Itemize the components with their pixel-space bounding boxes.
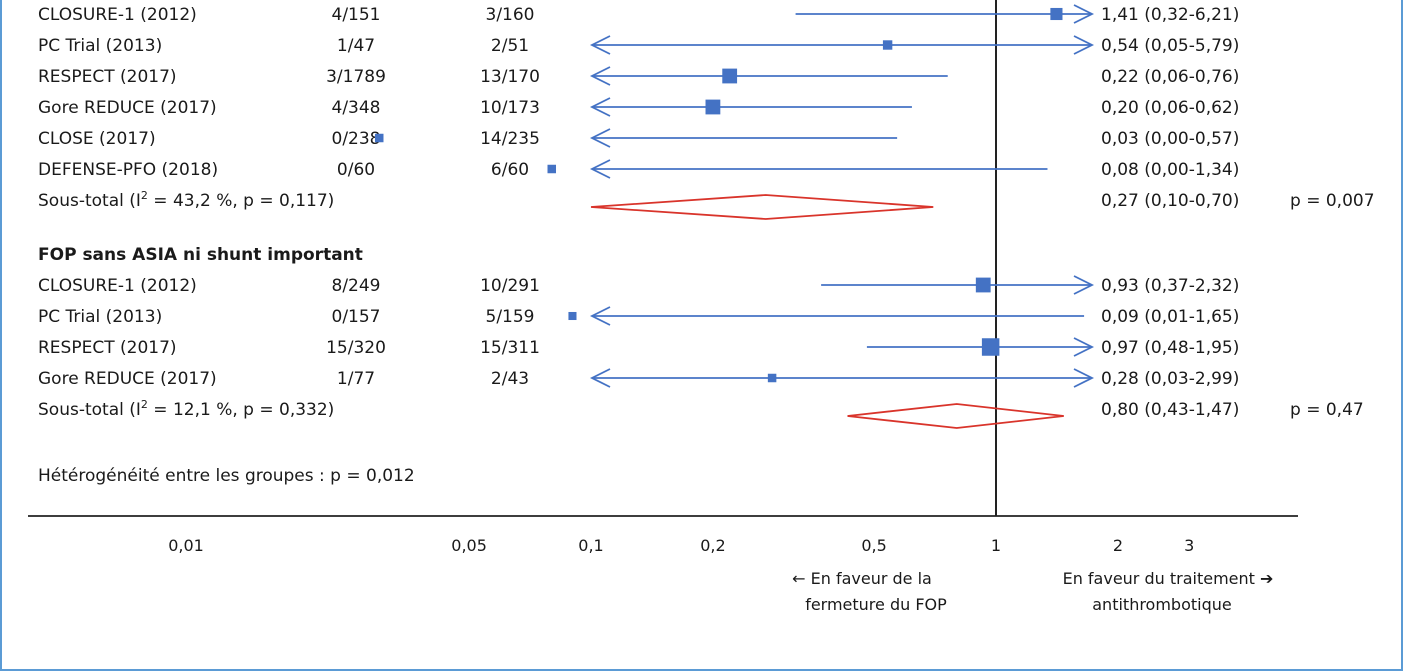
closure-events-g0-s1: 1/47 xyxy=(337,36,375,56)
antithrombotic-events-g0-s2: 13/170 xyxy=(480,67,540,87)
antithrombotic-events-g0-s1: 2/51 xyxy=(491,36,529,56)
closure-events-g1-s2: 15/320 xyxy=(326,338,386,358)
point-estimate-g1-s0 xyxy=(975,277,991,293)
point-estimate-g1-s3 xyxy=(767,373,777,383)
group-title-1: FOP sans ASIA ni shunt important xyxy=(38,245,363,265)
ci-arrow-right-g1-s2 xyxy=(1073,337,1095,357)
ci-arrow-right-g1-s0 xyxy=(1073,275,1095,295)
study-name-g0-s0: CLOSURE-1 (2012) xyxy=(38,5,197,25)
ci-text-g0-s4: 0,03 (0,00-0,57) xyxy=(1101,129,1239,149)
antithrombotic-events-g1-s1: 5/159 xyxy=(486,307,535,327)
point-estimate-g0-s3 xyxy=(705,99,721,115)
closure-events-g0-s5: 0/60 xyxy=(337,160,375,180)
ci-arrow-right-g0-s0 xyxy=(1073,4,1095,24)
tick-label-6: 2 xyxy=(1113,536,1123,555)
study-name-g1-s2: RESPECT (2017) xyxy=(38,338,177,358)
study-name-g0-s4: CLOSE (2017) xyxy=(38,129,156,149)
closure-events-g1-s3: 1/77 xyxy=(337,369,375,389)
tick-label-1: 0,05 xyxy=(451,536,487,555)
pooled-diamond-g1 xyxy=(847,403,1064,429)
subtotal-p-value-g1: p = 0,47 xyxy=(1290,400,1364,420)
ci-text-g0-s5: 0,08 (0,00-1,34) xyxy=(1101,160,1239,180)
point-estimate-g0-s1 xyxy=(882,40,893,50)
ci-text-g1-s2: 0,97 (0,48-1,95) xyxy=(1101,338,1239,358)
subtotal-label-g0: Sous-total (I2 = 43,2 %, p = 0,117) xyxy=(38,189,334,211)
study-name-g0-s3: Gore REDUCE (2017) xyxy=(38,98,217,118)
ci-text-g1-s3: 0,28 (0,03-2,99) xyxy=(1101,369,1239,389)
axis-label-left-line2: fermeture du FOP xyxy=(805,595,947,614)
closure-events-g1-s0: 8/249 xyxy=(332,276,381,296)
ci-text-g1-s1: 0,09 (0,01-1,65) xyxy=(1101,307,1239,327)
ci-arrow-right-g0-s1 xyxy=(1073,35,1095,55)
study-name-g1-s0: CLOSURE-1 (2012) xyxy=(38,276,197,296)
point-estimate-g0-s0 xyxy=(1050,7,1063,21)
axis-label-left-line1: ← En faveur de la xyxy=(792,569,932,588)
ci-arrow-left-g1-s3 xyxy=(589,368,611,388)
tick-label-4: 0,5 xyxy=(861,536,886,555)
axis-label-right-line2: antithrombotique xyxy=(1092,595,1231,614)
subtotal-ci-text-g1: 0,80 (0,43-1,47) xyxy=(1101,400,1239,420)
closure-events-g0-s2: 3/1789 xyxy=(326,67,386,87)
axis-label-right-line1: En faveur du traitement ➔ xyxy=(1063,569,1274,588)
tick-label-3: 0,2 xyxy=(700,536,725,555)
antithrombotic-events-g0-s4: 14/235 xyxy=(480,129,540,149)
closure-events-g0-s3: 4/348 xyxy=(332,98,381,118)
tick-label-5: 1 xyxy=(991,536,1001,555)
antithrombotic-events-g1-s3: 2/43 xyxy=(491,369,529,389)
pooled-diamond-g0 xyxy=(590,194,934,220)
tick-label-0: 0,01 xyxy=(168,536,204,555)
ci-arrow-left-g0-s4 xyxy=(589,128,611,148)
study-name-g1-s1: PC Trial (2013) xyxy=(38,307,162,327)
point-estimate-g1-s1 xyxy=(568,311,577,321)
tick-label-2: 0,1 xyxy=(578,536,603,555)
ci-text-g0-s1: 0,54 (0,05-5,79) xyxy=(1101,36,1239,56)
antithrombotic-events-g0-s5: 6/60 xyxy=(491,160,529,180)
ci-arrow-left-g0-s5 xyxy=(589,159,611,179)
study-name-g0-s2: RESPECT (2017) xyxy=(38,67,177,87)
point-estimate-g0-s4 xyxy=(374,133,384,143)
ci-arrow-left-g1-s1 xyxy=(589,306,611,326)
heterogeneity-text: Hétérogénéité entre les groupes : p = 0,… xyxy=(38,466,415,486)
ci-arrow-left-g0-s1 xyxy=(589,35,611,55)
antithrombotic-events-g1-s0: 10/291 xyxy=(480,276,540,296)
ci-text-g1-s0: 0,93 (0,37-2,32) xyxy=(1101,276,1239,296)
closure-events-g1-s1: 0/157 xyxy=(332,307,381,327)
antithrombotic-events-g0-s3: 10/173 xyxy=(480,98,540,118)
tick-label-7: 3 xyxy=(1184,536,1194,555)
study-name-g0-s1: PC Trial (2013) xyxy=(38,36,162,56)
ci-text-g0-s3: 0,20 (0,06-0,62) xyxy=(1101,98,1239,118)
subtotal-p-value-g0: p = 0,007 xyxy=(1290,191,1375,211)
closure-events-g0-s0: 4/151 xyxy=(332,5,381,25)
point-estimate-g0-s2 xyxy=(722,68,738,84)
ci-arrow-right-g1-s3 xyxy=(1073,368,1095,388)
ci-text-g0-s2: 0,22 (0,06-0,76) xyxy=(1101,67,1239,87)
antithrombotic-events-g1-s2: 15/311 xyxy=(480,338,540,358)
subtotal-ci-text-g0: 0,27 (0,10-0,70) xyxy=(1101,191,1239,211)
closure-events-g0-s4: 0/238 xyxy=(332,129,381,149)
ci-arrow-left-g0-s2 xyxy=(589,66,611,86)
ci-text-g0-s0: 1,41 (0,32-6,21) xyxy=(1101,5,1239,25)
subtotal-label-g1: Sous-total (I2 = 12,1 %, p = 0,332) xyxy=(38,398,334,420)
point-estimate-g0-s5 xyxy=(547,164,557,174)
ci-arrow-left-g0-s3 xyxy=(589,97,611,117)
study-name-g1-s3: Gore REDUCE (2017) xyxy=(38,369,217,389)
study-name-g0-s5: DEFENSE-PFO (2018) xyxy=(38,160,218,180)
point-estimate-g1-s2 xyxy=(981,338,1000,356)
antithrombotic-events-g0-s0: 3/160 xyxy=(486,5,535,25)
